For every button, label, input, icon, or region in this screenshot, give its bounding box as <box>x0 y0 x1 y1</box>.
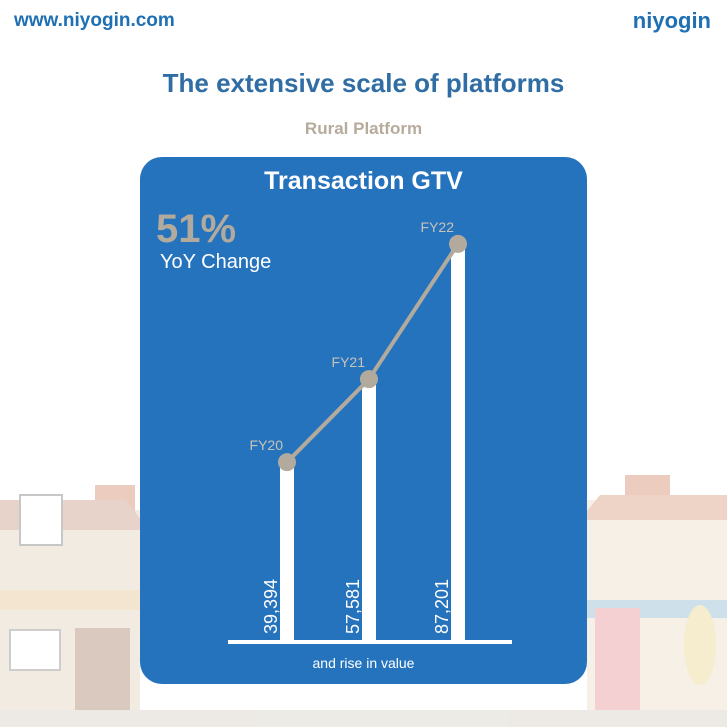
yoy-change-value: 51% <box>156 207 237 251</box>
trend-point <box>360 370 378 389</box>
houses-backdrop <box>0 475 727 727</box>
gtv-chart: 39,394 57,581 87,201 FY20 FY21 FY22 <box>228 219 512 644</box>
bar-value-label: 87,201 <box>432 579 452 634</box>
gtv-card: Transaction GTV 51% YoY Change 39,394 57,… <box>140 157 587 684</box>
bar-value-label: 39,394 <box>261 579 281 634</box>
trend-point <box>449 234 467 253</box>
page-subtitle: Rural Platform <box>304 119 423 138</box>
bar-value-label: 57,581 <box>343 579 363 634</box>
brand-logo: niyogin <box>632 8 711 33</box>
category-label: FY20 <box>250 437 284 453</box>
yoy-change-label: YoY Change <box>160 251 272 273</box>
card-title: Transaction GTV <box>264 167 463 195</box>
chart-footnote: and rise in value <box>312 655 415 671</box>
trend-point <box>278 453 296 472</box>
website-url[interactable]: www.niyogin.com <box>14 10 175 31</box>
bar-fy20 <box>280 462 294 642</box>
bar-fy22 <box>451 243 465 642</box>
page-title: The extensive scale of platforms <box>162 68 565 98</box>
category-label: FY22 <box>421 219 455 235</box>
bar-fy21 <box>362 379 376 642</box>
category-label: FY21 <box>332 354 366 370</box>
